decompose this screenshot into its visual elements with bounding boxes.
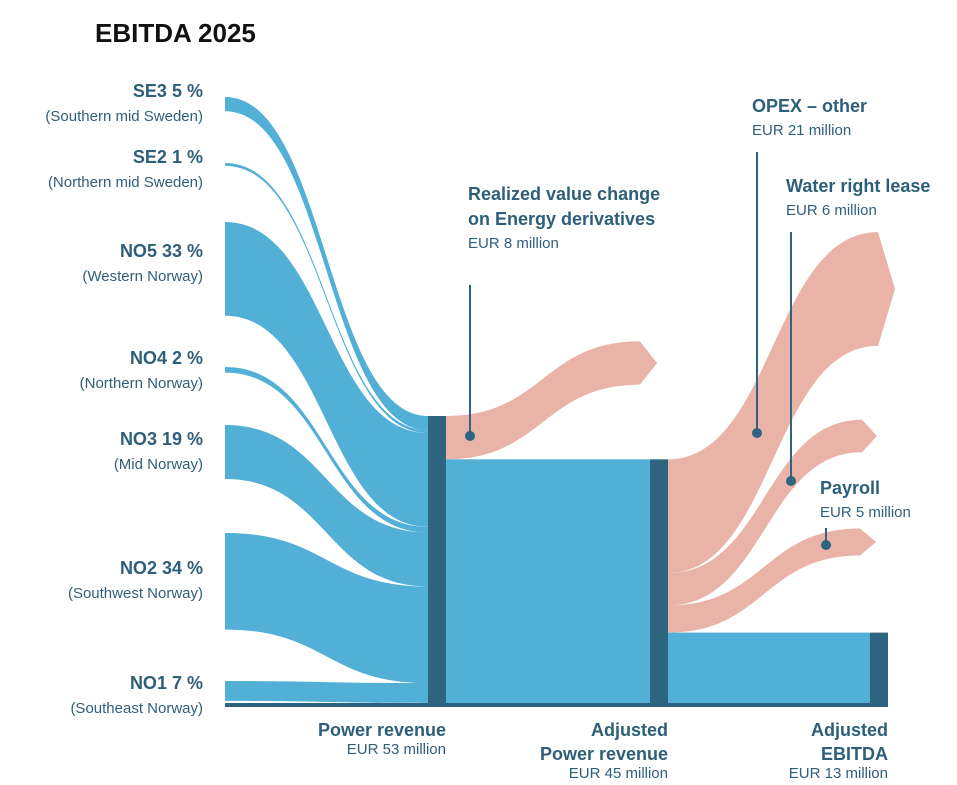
source-label: SE2 1 % xyxy=(133,147,203,167)
source-value: 2 % xyxy=(172,348,203,368)
node xyxy=(428,416,446,703)
outflow-label: OPEX – other xyxy=(752,96,867,116)
node xyxy=(650,459,668,703)
source-region: (Southeast Norway) xyxy=(70,700,203,717)
source-flow xyxy=(225,681,428,703)
node-value: EUR 45 million xyxy=(569,765,668,782)
source-name: NO5 xyxy=(120,241,157,261)
node-label: EBITDA xyxy=(821,744,888,764)
chart-title: EBITDA 2025 xyxy=(95,18,256,48)
source-name: NO3 xyxy=(120,429,157,449)
outflow-label: Realized value change xyxy=(468,184,660,204)
source-label: SE3 5 % xyxy=(133,81,203,101)
source-value: 7 % xyxy=(172,673,203,693)
source-region: (Southern mid Sweden) xyxy=(45,108,203,125)
source-name: NO2 xyxy=(120,558,157,578)
node-label: Adjusted xyxy=(591,720,668,740)
outflow-value: EUR 8 million xyxy=(468,235,559,252)
source-region: (Northern Norway) xyxy=(80,375,203,392)
source-name: NO1 xyxy=(130,673,167,693)
source-name: NO4 xyxy=(130,348,167,368)
leader-dot xyxy=(752,428,762,438)
source-flow xyxy=(225,163,428,434)
source-label: NO3 19 % xyxy=(120,429,203,449)
node-value: EUR 53 million xyxy=(347,741,446,758)
source-name: SE3 xyxy=(133,81,167,101)
outflow-value: EUR 21 million xyxy=(752,122,851,139)
node-value: EUR 13 million xyxy=(789,765,888,782)
node-label: Power revenue xyxy=(540,744,668,764)
source-region: (Southwest Norway) xyxy=(68,585,203,602)
source-label: NO4 2 % xyxy=(130,348,203,368)
outflow xyxy=(668,528,876,633)
outflow xyxy=(668,232,895,574)
leader-dot xyxy=(821,540,831,550)
source-flow xyxy=(225,367,428,533)
source-label: NO5 33 % xyxy=(120,241,203,261)
outflow-label: Payroll xyxy=(820,478,880,498)
outflow-value: EUR 6 million xyxy=(786,202,877,219)
source-region: (Western Norway) xyxy=(82,268,203,285)
node-label: Power revenue xyxy=(318,720,446,740)
outflow-value: EUR 5 million xyxy=(820,504,911,521)
outflow xyxy=(668,419,877,606)
source-label: NO2 34 % xyxy=(120,558,203,578)
source-value: 5 % xyxy=(172,81,203,101)
baseline xyxy=(225,703,888,707)
flow-box xyxy=(668,632,870,703)
leader-dot xyxy=(465,431,475,441)
source-flow xyxy=(225,97,428,431)
source-flow xyxy=(225,425,428,587)
source-region: (Mid Norway) xyxy=(114,456,203,473)
node-label: Adjusted xyxy=(811,720,888,740)
flow-box xyxy=(446,459,650,703)
outflow-label: on Energy derivatives xyxy=(468,209,655,229)
source-value: 33 % xyxy=(162,241,203,261)
node xyxy=(870,632,888,703)
source-flow xyxy=(225,533,428,684)
source-value: 19 % xyxy=(162,429,203,449)
source-region: (Northern mid Sweden) xyxy=(48,174,203,191)
source-value: 34 % xyxy=(162,558,203,578)
source-value: 1 % xyxy=(172,147,203,167)
source-flow xyxy=(225,222,428,527)
outflow xyxy=(446,341,657,460)
source-name: SE2 xyxy=(133,147,167,167)
outflow-label: Water right lease xyxy=(786,176,930,196)
source-label: NO1 7 % xyxy=(130,673,203,693)
leader-dot xyxy=(786,476,796,486)
